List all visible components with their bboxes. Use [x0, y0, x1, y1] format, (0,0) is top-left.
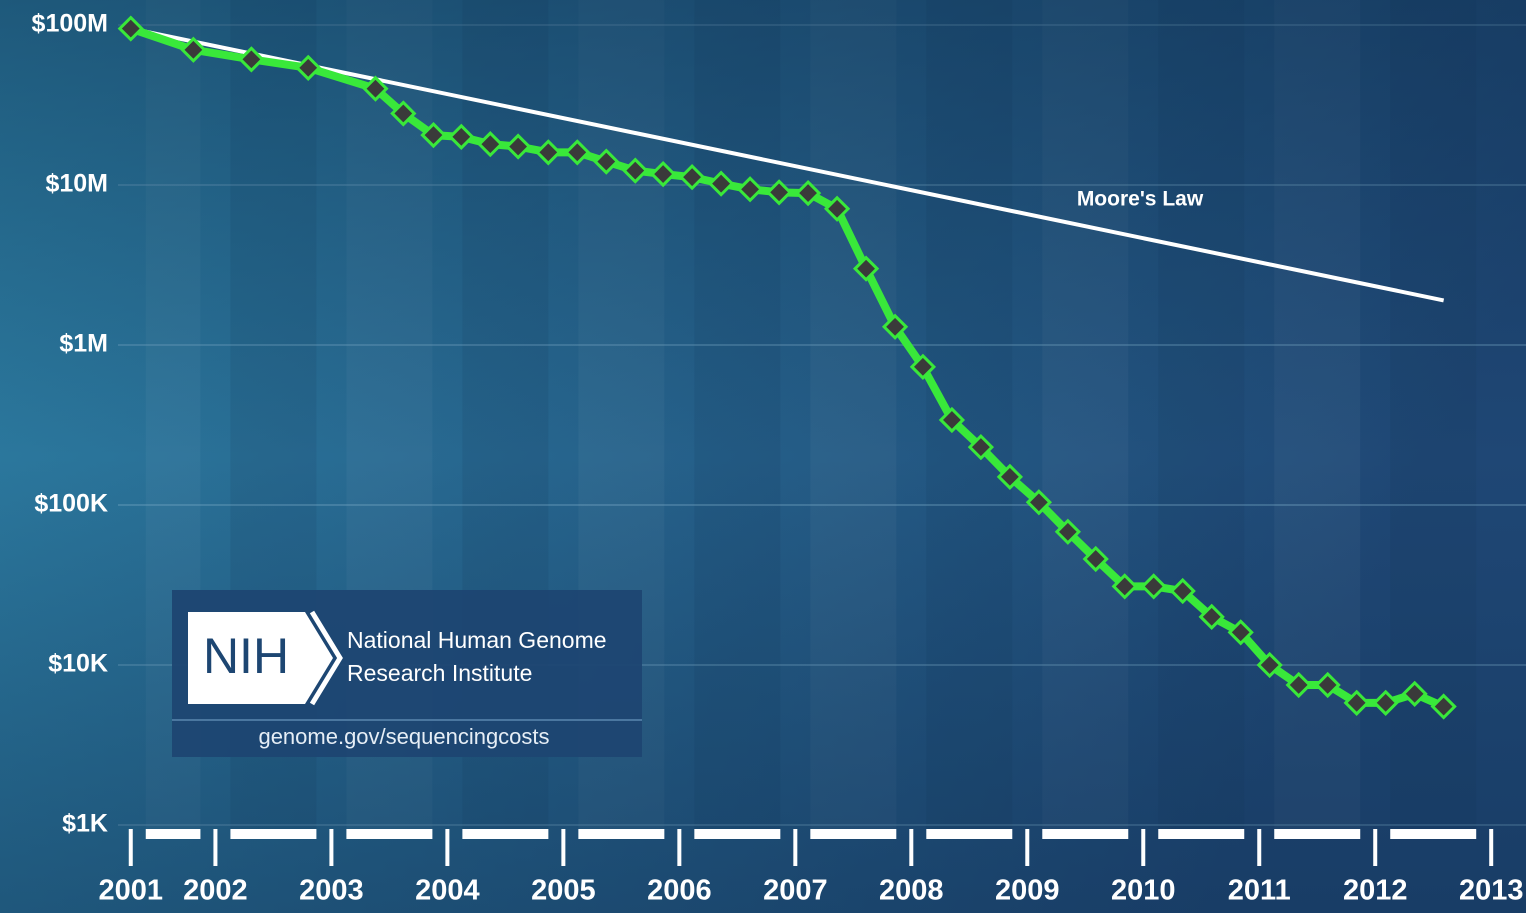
data-point — [823, 195, 851, 222]
data-point — [967, 434, 995, 461]
data-point — [420, 121, 447, 149]
logo-text: Research Institute — [347, 660, 532, 686]
axis-bar — [926, 829, 1013, 839]
logo-badge — [188, 612, 333, 704]
data-point — [1314, 671, 1341, 699]
axis-bar — [145, 829, 201, 839]
data-point — [390, 100, 417, 127]
x-tick-label: 2007 — [763, 875, 828, 907]
data-point — [477, 131, 504, 158]
data-point — [1111, 573, 1138, 600]
x-tick-label: 2009 — [995, 875, 1060, 907]
axis-bar — [810, 829, 897, 839]
data-point — [794, 179, 822, 207]
data-point — [238, 46, 265, 73]
data-point — [1285, 671, 1312, 699]
data-point — [1025, 489, 1053, 516]
data-point — [938, 406, 966, 434]
logo-mark: NIH — [203, 628, 289, 684]
axis-bar — [694, 829, 781, 839]
x-tick-label: 2011 — [1228, 875, 1291, 907]
data-point — [448, 123, 475, 150]
data-point — [1343, 689, 1370, 716]
data-point — [362, 75, 389, 102]
x-tick-label: 2012 — [1343, 875, 1408, 907]
x-tick-label: 2003 — [299, 875, 364, 907]
x-tick-label: 2004 — [415, 875, 480, 907]
data-point — [881, 313, 909, 340]
data-point — [564, 139, 591, 166]
data-point — [180, 36, 207, 63]
y-tick-label: $10M — [45, 170, 108, 198]
data-point — [117, 15, 144, 42]
x-tick-label: 2010 — [1111, 875, 1176, 907]
logo-box: NIH National Human Genome Research Insti… — [172, 590, 642, 757]
y-tick-label: $100K — [34, 490, 108, 518]
x-tick-label: 2002 — [183, 875, 248, 907]
logo-text: National Human Genome — [347, 627, 607, 653]
x-tick-label: 2005 — [531, 875, 596, 907]
data-point — [852, 255, 880, 282]
data-point — [909, 353, 937, 380]
data-point — [295, 54, 322, 81]
data-point — [622, 157, 649, 184]
moores-law-line — [130, 26, 1445, 303]
axis-bar — [1158, 829, 1245, 839]
axis-bar — [578, 829, 665, 839]
axis-bar — [1274, 829, 1361, 839]
data-point — [1227, 619, 1254, 646]
axis-bar — [462, 829, 549, 839]
data-point — [1372, 689, 1399, 716]
data-point — [1430, 693, 1457, 720]
data-point — [996, 463, 1024, 490]
data-point — [649, 160, 677, 188]
axis-bar — [230, 829, 317, 839]
series-label: Moore's Law — [1077, 188, 1204, 211]
logo-chevron — [309, 610, 343, 706]
y-tick-label: $1M — [59, 330, 108, 358]
x-tick-label: 2008 — [879, 875, 944, 907]
data-point — [1401, 680, 1428, 707]
data-point — [1256, 651, 1283, 679]
data-point — [505, 133, 532, 160]
data-point — [1054, 518, 1082, 545]
axis-bar — [346, 829, 433, 839]
axis-bar — [1042, 829, 1129, 839]
data-point — [1198, 603, 1225, 630]
data-point — [765, 179, 793, 206]
y-tick-label: $10K — [48, 650, 108, 678]
y-tick-label: $100M — [32, 10, 108, 38]
x-tick-label: 2006 — [647, 875, 712, 907]
data-point — [593, 148, 620, 175]
data-point — [1140, 573, 1167, 600]
data-point — [535, 139, 562, 166]
data-point — [1169, 577, 1196, 605]
data-point — [707, 170, 735, 197]
data-point — [1082, 545, 1109, 573]
data-point — [736, 176, 764, 203]
y-tick-label: $1K — [62, 810, 108, 838]
axis-bar — [1390, 829, 1477, 839]
logo-url: genome.gov/sequencingcosts — [258, 724, 549, 749]
x-tick-label: 2013 — [1459, 875, 1524, 907]
data-point — [678, 164, 706, 191]
x-tick-label: 2001 — [99, 875, 164, 907]
